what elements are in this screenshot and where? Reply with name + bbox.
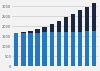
Bar	[28, 31, 33, 33]
Bar	[28, 33, 33, 66]
Bar	[50, 24, 54, 32]
Bar	[78, 10, 82, 32]
Bar	[35, 33, 40, 66]
Bar	[50, 32, 54, 66]
Bar	[42, 32, 47, 66]
Bar	[64, 32, 68, 66]
Bar	[14, 33, 18, 66]
Bar	[85, 31, 89, 66]
Bar	[78, 32, 82, 66]
Bar	[21, 32, 26, 33]
Bar	[71, 13, 75, 32]
Bar	[71, 32, 75, 66]
Bar	[35, 29, 40, 33]
Bar	[64, 17, 68, 32]
Bar	[57, 21, 61, 32]
Bar	[92, 31, 96, 66]
Bar	[57, 32, 61, 66]
Bar	[85, 7, 89, 31]
Bar	[42, 27, 47, 32]
Bar	[92, 3, 96, 31]
Bar	[21, 33, 26, 66]
